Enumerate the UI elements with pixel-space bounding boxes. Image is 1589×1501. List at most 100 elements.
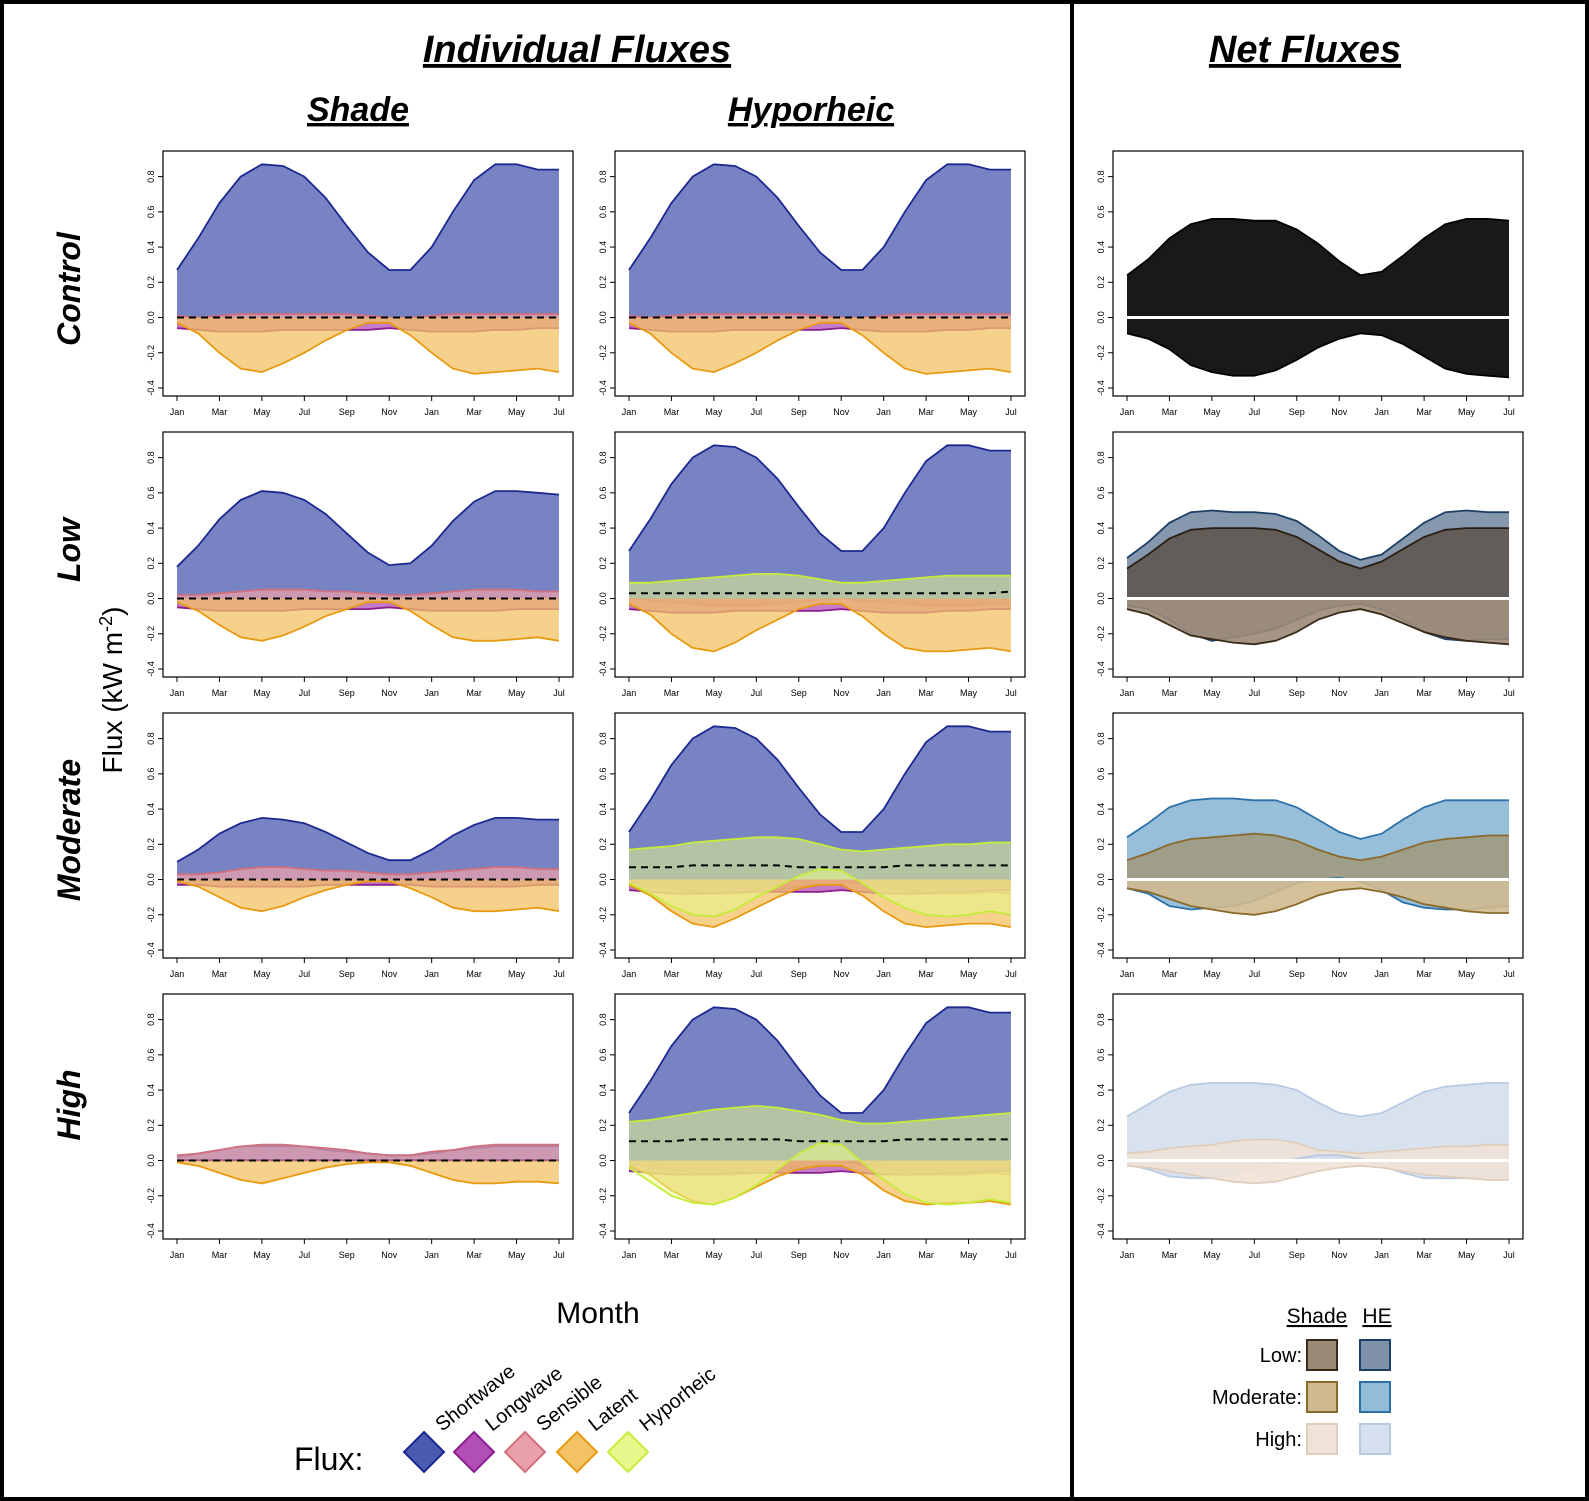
x-tick-label: Jul	[553, 969, 565, 979]
line-hyporheic-loss	[628, 868, 1012, 918]
flux-legend-title: Flux:	[294, 1441, 363, 1477]
y-tick-label: 0.8	[1096, 170, 1106, 183]
line-shortwave	[176, 816, 559, 863]
row-label-control: Control	[51, 231, 87, 346]
x-tick-label: Jul	[1249, 969, 1261, 979]
y-tick-label: -0.2	[598, 345, 608, 361]
x-tick-label: Nov	[1331, 407, 1348, 417]
row-label-low: Low	[51, 516, 87, 582]
x-tick-label: Jul	[751, 688, 763, 698]
x-tick-label: Nov	[1331, 969, 1348, 979]
x-tick-label: Jan	[170, 407, 185, 417]
y-tick-label: 0.4	[1096, 803, 1106, 816]
y-tick-label: -0.2	[598, 1188, 608, 1204]
line-latent	[628, 602, 1012, 653]
title-individual-fluxes: Individual Fluxes	[423, 29, 731, 71]
plot-frame	[614, 431, 1026, 678]
x-tick-label: Jan	[622, 407, 637, 417]
y-tick-label: 0.0	[1096, 592, 1106, 605]
x-tick-label: May	[705, 688, 723, 698]
x-tick-label: Mar	[918, 688, 934, 698]
line-latent	[176, 880, 560, 913]
x-tick-label: May	[960, 969, 978, 979]
x-tick-label: Jan	[876, 969, 891, 979]
plot-frame	[1112, 993, 1524, 1240]
x-tick-label: Nov	[833, 1250, 850, 1260]
x-tick-label: Mar	[212, 407, 228, 417]
y-tick-label: 0.8	[1096, 732, 1106, 745]
x-tick-label: Jan	[1374, 407, 1389, 417]
line-latent	[176, 321, 560, 375]
x-tick-label: Jan	[170, 969, 185, 979]
y-tick-label: 0.6	[1096, 768, 1106, 781]
x-tick-label: Jan	[876, 1250, 891, 1260]
plot-frame	[162, 431, 574, 678]
y-tick-label: 0.0	[146, 311, 156, 324]
line-hyporheic-loss	[628, 1141, 1012, 1206]
line-shade-upper	[1126, 527, 1509, 570]
y-tick-label: 0.0	[146, 873, 156, 886]
y-tick-label: -0.4	[1096, 942, 1106, 958]
y-tick-label: 0.6	[598, 768, 608, 781]
x-tick-label: Jul	[553, 407, 565, 417]
x-tick-label: Mar	[212, 1250, 228, 1260]
y-tick-label: -0.2	[146, 907, 156, 923]
y-tick-label: 0.8	[146, 170, 156, 183]
y-tick-label: 0.4	[598, 803, 608, 816]
area-shortwave	[629, 164, 1011, 318]
y-tick-label: 0.6	[598, 1049, 608, 1062]
legend-swatch-sensible	[503, 1430, 547, 1474]
net-legend-swatch-low-shade	[1306, 1339, 1338, 1371]
row-label-moderate: Moderate	[51, 759, 87, 901]
line-latent	[628, 883, 1012, 929]
net-legend-swatch-high-he	[1359, 1423, 1391, 1455]
y-tick-label: -0.2	[1096, 907, 1106, 923]
area-shortwave	[177, 491, 559, 599]
x-tick-label: May	[705, 1250, 723, 1260]
panels-group: -0.4 -0.2 0.0 0.2 0.4 0.6 0.8 Jan Mar May Jul Sep No…	[146, 150, 1524, 1260]
y-tick-label: -0.4	[1096, 1223, 1106, 1239]
y-tick-label: 0.2	[598, 1119, 608, 1132]
net-legend-swatch-moderate-shade	[1306, 1381, 1338, 1413]
y-tick-label: 0.4	[598, 1084, 608, 1097]
legend-swatch-shortwave	[402, 1430, 446, 1474]
y-tick-label: 0.4	[146, 803, 156, 816]
x-tick-label: Jul	[1005, 688, 1017, 698]
line-sensible	[628, 313, 1011, 319]
y-tick-label: 0.8	[598, 1013, 608, 1026]
x-tick-label: May	[960, 407, 978, 417]
x-tick-label: Mar	[1162, 969, 1178, 979]
panel-control-net: -0.4 -0.2 0.0 0.2 0.4 0.6 0.8 Jan Mar May Jul Sep No…	[1096, 150, 1524, 417]
x-tick-label: Mar	[466, 969, 482, 979]
y-tick-label: 0.6	[1096, 206, 1106, 219]
x-tick-label: Mar	[664, 969, 680, 979]
x-tick-label: Sep	[791, 407, 807, 417]
y-tick-label: 0.4	[146, 241, 156, 254]
y-tick-label: 0.8	[598, 451, 608, 464]
y-tick-label: 0.0	[598, 873, 608, 886]
net-legend: Shade HE Low: Moderate: High:	[1212, 1305, 1392, 1455]
x-tick-label: Nov	[1331, 1250, 1348, 1260]
x-tick-label: Jul	[553, 688, 565, 698]
x-tick-label: Jul	[1503, 1250, 1515, 1260]
area-shortwave	[629, 445, 1011, 599]
x-tick-label: May	[960, 688, 978, 698]
y-tick-label: 0.2	[146, 557, 156, 570]
y-tick-label: -0.2	[1096, 626, 1106, 642]
x-tick-label: Jan	[1120, 407, 1135, 417]
area-hyporheic-loss	[629, 1142, 1011, 1205]
panel-moderate-shade: -0.4 -0.2 0.0 0.2 0.4 0.6 0.8 Jan Mar May Jul Sep No…	[146, 712, 574, 979]
area-shade-lower	[1127, 879, 1509, 915]
line-shade-upper	[1126, 1138, 1509, 1155]
x-tick-label: May	[1458, 1250, 1476, 1260]
y-tick-label: -0.4	[146, 661, 156, 677]
x-tick-label: Jul	[1249, 1250, 1261, 1260]
y-tick-label: -0.4	[1096, 380, 1106, 396]
panel-moderate-hyporheic: -0.4 -0.2 0.0 0.2 0.4 0.6 0.8 Jan Mar May Jul Sep No…	[598, 712, 1026, 979]
x-tick-label: Nov	[381, 407, 398, 417]
y-tick-label: -0.2	[1096, 345, 1106, 361]
x-tick-label: May	[705, 407, 723, 417]
line-shade-lower	[1126, 887, 1509, 916]
line-shade-lower	[1126, 608, 1510, 646]
y-tick-label: 0.6	[1096, 1049, 1106, 1062]
